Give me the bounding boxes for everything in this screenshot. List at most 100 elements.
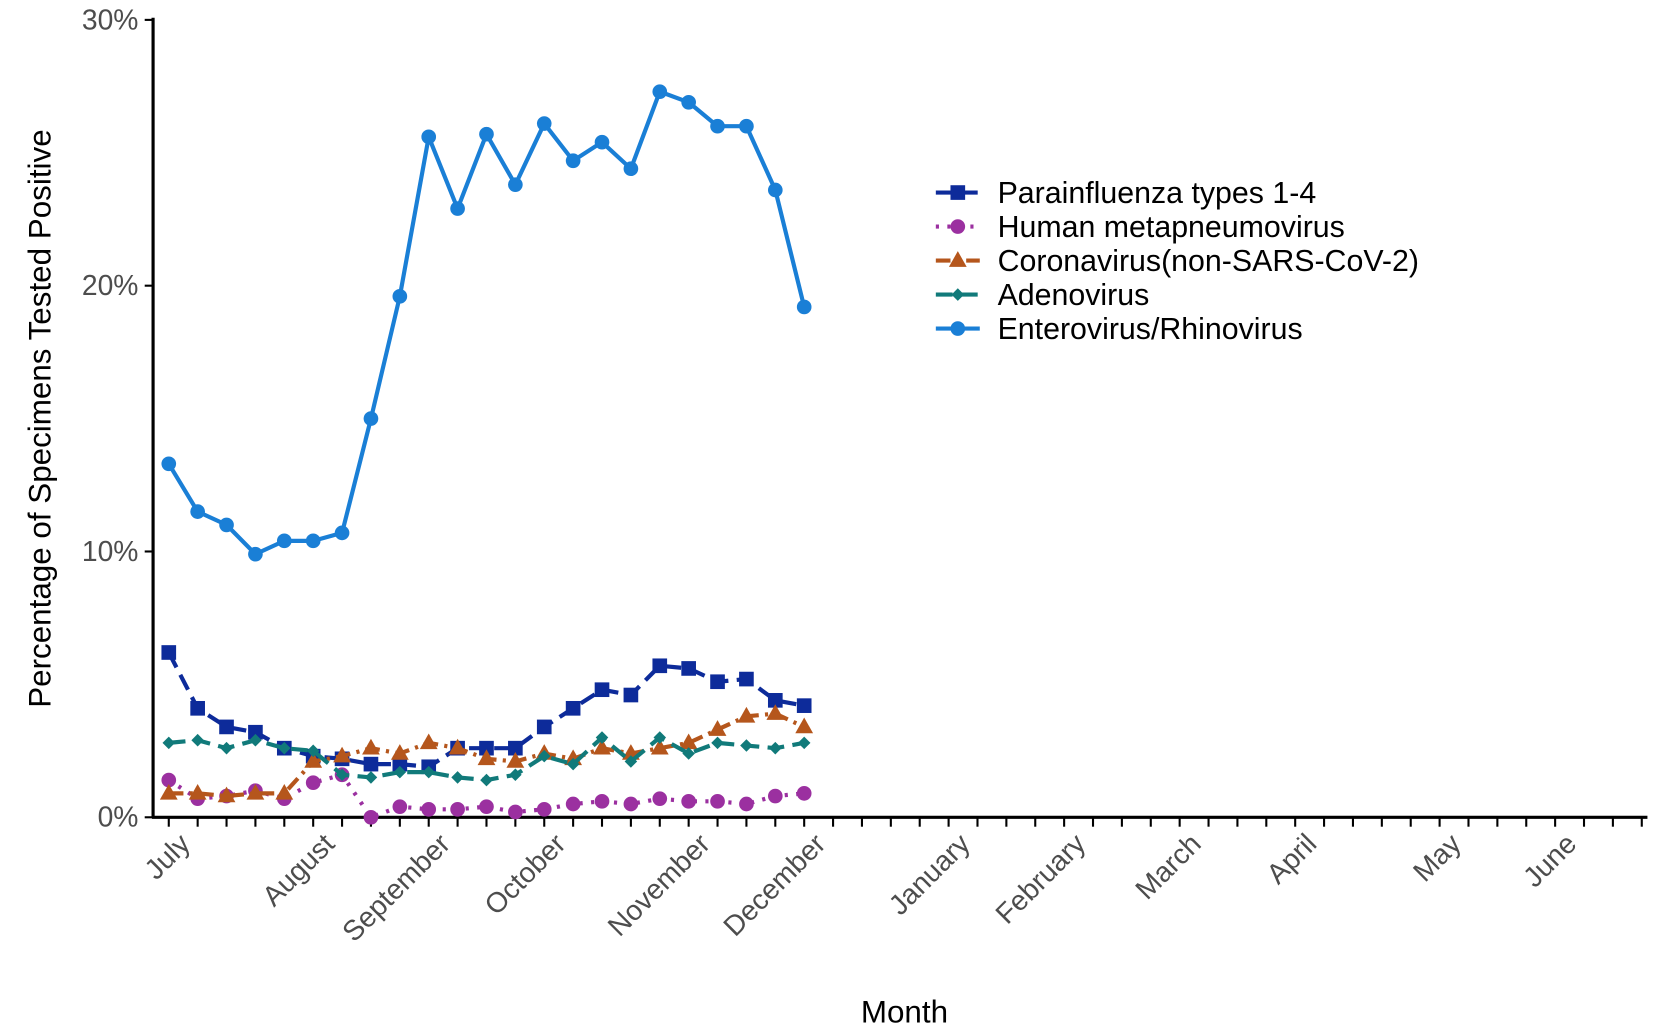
legend-label: Enterovirus/Rhinovirus: [998, 313, 1303, 346]
marker: [220, 741, 233, 755]
marker: [278, 741, 291, 755]
marker: [710, 794, 725, 809]
marker: [450, 801, 465, 817]
marker: [739, 671, 754, 687]
marker: [740, 739, 753, 752]
legend-marker: [950, 219, 966, 234]
series: [162, 731, 811, 787]
marker: [739, 796, 754, 812]
marker: [711, 736, 724, 750]
marker: [766, 704, 785, 720]
marker: [565, 796, 581, 812]
marker: [681, 661, 696, 676]
legend-label: Human metapneumovirus: [998, 211, 1345, 244]
marker: [161, 645, 177, 660]
marker: [190, 504, 205, 519]
marker: [248, 724, 263, 740]
marker: [536, 116, 552, 131]
x-tick-label: April: [1260, 827, 1323, 890]
marker: [679, 733, 698, 750]
y-tick-label: 30%: [82, 3, 139, 35]
marker: [509, 768, 522, 782]
marker: [681, 794, 696, 809]
marker: [275, 783, 294, 800]
marker: [652, 84, 668, 99]
marker: [537, 749, 551, 763]
x-tick-label: February: [989, 827, 1092, 930]
legend-marker: [950, 185, 966, 200]
marker: [508, 740, 523, 756]
marker: [306, 744, 320, 758]
marker: [450, 201, 465, 216]
marker: [421, 801, 437, 817]
marker: [797, 736, 811, 750]
marker: [363, 756, 379, 772]
marker: [333, 746, 351, 763]
series: [159, 704, 814, 803]
marker: [479, 799, 494, 814]
marker: [363, 411, 379, 426]
marker: [652, 658, 668, 674]
marker: [419, 733, 438, 750]
x-tick-label: June: [1516, 827, 1582, 893]
x-tick-label: August: [256, 827, 341, 912]
marker: [506, 752, 525, 768]
marker: [335, 768, 349, 782]
x-tick-label: September: [336, 827, 456, 947]
marker: [796, 698, 812, 713]
marker: [477, 749, 496, 766]
marker: [217, 786, 236, 803]
legend-marker: [950, 321, 966, 336]
x-tick-label: May: [1406, 827, 1467, 888]
marker: [650, 738, 669, 755]
marker: [624, 755, 638, 768]
marker: [219, 517, 234, 533]
y-tick-label: 10%: [82, 535, 139, 567]
marker: [623, 796, 639, 812]
marker: [190, 700, 205, 716]
marker: [652, 791, 668, 807]
marker: [593, 738, 611, 755]
x-tick-label: December: [717, 827, 832, 942]
y-tick-label: 0%: [98, 801, 139, 833]
marker: [710, 674, 725, 690]
marker: [508, 804, 523, 820]
marker: [276, 533, 292, 549]
y-axis-title: Percentage of Specimens Tested Positive: [23, 129, 58, 707]
marker: [796, 299, 812, 315]
marker: [162, 736, 176, 750]
marker: [363, 809, 379, 825]
marker: [479, 740, 494, 756]
legend-label: Parainfluenza types 1-4: [998, 177, 1317, 210]
marker: [565, 153, 581, 169]
marker: [623, 161, 639, 177]
marker: [305, 775, 321, 791]
marker: [767, 182, 783, 198]
legend-marker: [948, 251, 967, 267]
marker: [536, 801, 552, 817]
marker: [682, 747, 695, 760]
marker: [623, 687, 639, 703]
series: [161, 84, 812, 562]
marker: [708, 720, 727, 736]
x-axis-title: Month: [861, 994, 948, 1029]
x-tick-label: November: [601, 827, 716, 942]
marker: [769, 741, 782, 755]
marker: [767, 693, 783, 708]
marker: [161, 772, 177, 788]
legend-label: Coronavirus(non-SARS-CoV-2): [998, 245, 1419, 278]
marker: [334, 525, 350, 541]
marker: [710, 118, 725, 134]
marker: [681, 94, 696, 110]
marker: [480, 773, 493, 787]
marker: [594, 794, 610, 809]
x-tick-label: January: [882, 827, 976, 921]
marker: [422, 765, 435, 779]
marker: [161, 456, 177, 472]
marker: [364, 771, 378, 784]
y-tick-label: 20%: [82, 269, 139, 301]
marker: [304, 752, 323, 768]
marker: [393, 765, 407, 779]
